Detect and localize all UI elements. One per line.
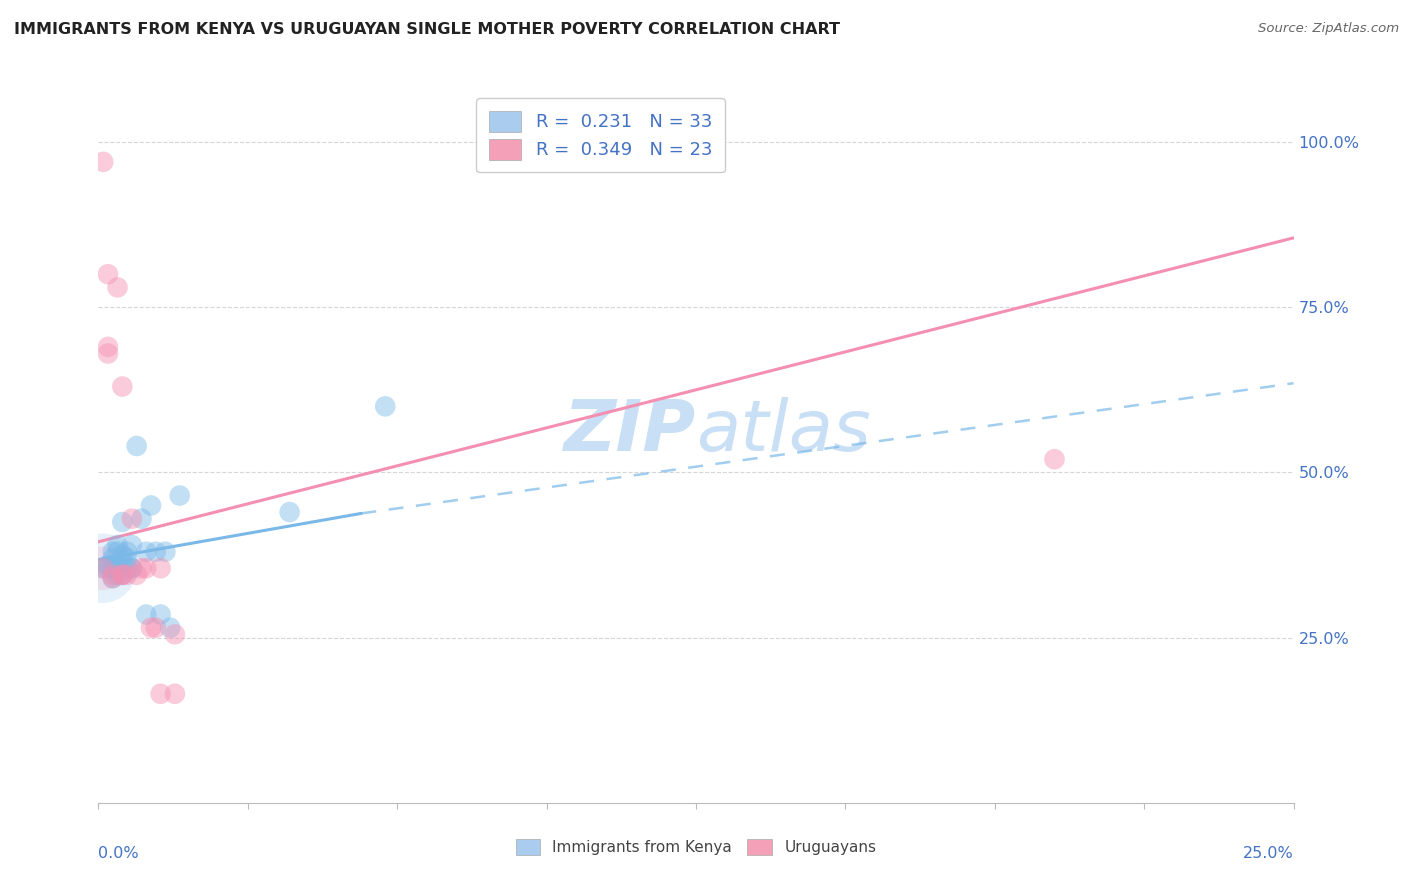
Point [97,340,120,354]
Point [107,567,129,582]
Point [107,280,129,294]
Point [91,561,114,575]
Point [1043,452,1066,467]
Point [111,567,134,582]
Point [125,439,148,453]
Point [278,505,301,519]
Point [163,627,186,641]
Point [125,567,148,582]
Text: 25.0%: 25.0% [1243,846,1294,861]
Text: IMMIGRANTS FROM KENYA VS URUGUAYAN SINGLE MOTHER POVERTY CORRELATION CHART: IMMIGRANTS FROM KENYA VS URUGUAYAN SINGL… [14,22,839,37]
Point [97,561,120,575]
Point [111,567,134,582]
Point [149,561,172,575]
Point [107,558,129,572]
Point [91,154,114,169]
Point [115,545,138,559]
Point [163,687,186,701]
Point [91,561,114,575]
Point [97,558,120,572]
Point [111,379,134,393]
Point [111,555,134,569]
Point [101,551,124,566]
Point [101,571,124,585]
Point [131,511,153,525]
Point [121,511,143,525]
Point [139,621,162,635]
Point [111,567,134,582]
Text: 0.0%: 0.0% [98,846,139,861]
Point [145,545,167,559]
Point [101,545,124,559]
Point [121,561,143,575]
Point [139,499,162,513]
Point [149,687,172,701]
Point [91,561,114,575]
Point [115,567,138,582]
Point [101,561,124,575]
Point [135,561,157,575]
Point [97,346,120,360]
Point [145,621,167,635]
Point [159,621,181,635]
Point [115,551,138,566]
Point [97,267,120,281]
Text: ZIP: ZIP [564,397,696,467]
Point [121,538,143,552]
Text: Source: ZipAtlas.com: Source: ZipAtlas.com [1258,22,1399,36]
Point [107,545,129,559]
Point [169,489,191,503]
Text: atlas: atlas [696,397,870,467]
Point [135,607,157,622]
Point [101,571,124,585]
Point [374,400,396,414]
Point [121,561,143,575]
Point [149,607,172,622]
Point [115,561,138,575]
Point [101,567,124,582]
Point [131,561,153,575]
Point [111,548,134,562]
Legend: Immigrants from Kenya, Uruguayans: Immigrants from Kenya, Uruguayans [508,831,884,863]
Point [107,538,129,552]
Point [91,561,114,575]
Point [155,545,177,559]
Point [111,515,134,529]
Point [135,545,157,559]
